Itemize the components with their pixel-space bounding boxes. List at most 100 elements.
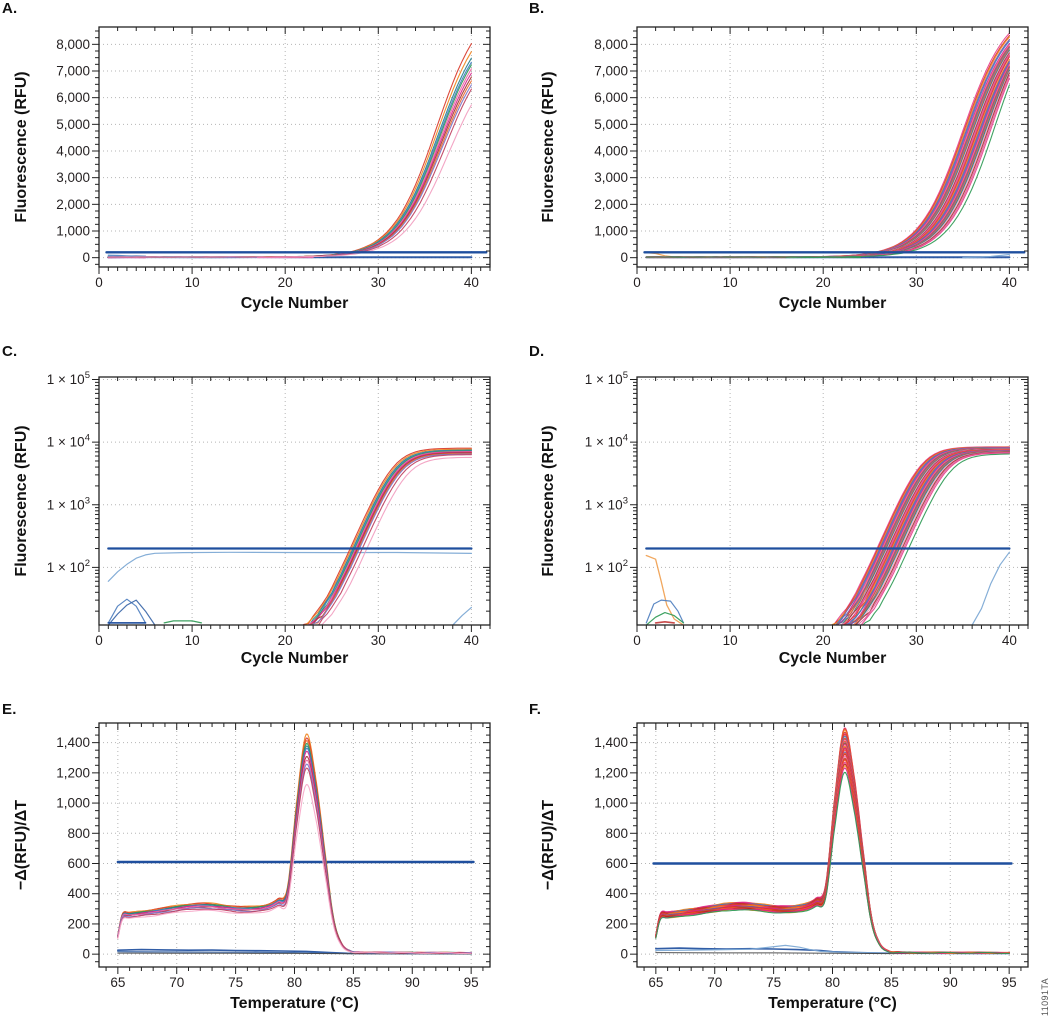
svg-text:1 × 102: 1 × 102 (47, 558, 90, 575)
figure-id-watermark: 11091TA (1040, 978, 1050, 1016)
svg-text:7,000: 7,000 (56, 64, 90, 79)
svg-text:200: 200 (67, 916, 90, 931)
svg-text:7,000: 7,000 (594, 64, 628, 79)
svg-text:0: 0 (82, 947, 90, 962)
svg-text:20: 20 (816, 275, 831, 290)
panel-c: C. 0 10 20 30 40 1 × 102 1 × 103 1 × 104 1 × 105… (0, 330, 527, 670)
svg-text:30: 30 (909, 633, 924, 648)
svg-text:1,400: 1,400 (56, 735, 90, 750)
svg-text:1 × 104: 1 × 104 (47, 433, 90, 450)
svg-text:400: 400 (605, 886, 628, 901)
panel-b-chart: 0 10 20 30 40 0 1,000 2,000 3,000 4,000 5,000 6,000… (540, 26, 1029, 312)
svg-text:75: 75 (766, 975, 781, 990)
svg-text:1 × 102: 1 × 102 (585, 558, 628, 575)
svg-text:40: 40 (1002, 633, 1017, 648)
svg-text:65: 65 (110, 975, 125, 990)
svg-text:80: 80 (287, 975, 302, 990)
svg-text:1 × 104: 1 × 104 (585, 433, 628, 450)
svg-text:Fluorescence (RFU): Fluorescence (RFU) (13, 425, 30, 576)
svg-text:40: 40 (464, 275, 479, 290)
svg-text:0: 0 (620, 947, 628, 962)
svg-text:5,000: 5,000 (594, 117, 628, 132)
panel-e: E. 65 70 75 80 85 90 95 0 200 400 600 800 1,000 1,200… (0, 670, 527, 1022)
svg-text:200: 200 (605, 916, 628, 931)
svg-text:0: 0 (633, 275, 641, 290)
svg-text:Fluorescence (RFU): Fluorescence (RFU) (13, 71, 30, 222)
panel-d-label: D. (529, 343, 545, 360)
svg-text:1 × 105: 1 × 105 (47, 370, 90, 387)
svg-text:30: 30 (371, 275, 386, 290)
svg-text:400: 400 (67, 886, 90, 901)
panel-c-chart: 0 10 20 30 40 1 × 102 1 × 103 1 × 104 1 × 105 Cyc… (13, 370, 491, 667)
panel-e-chart: 65 70 75 80 85 90 95 0 200 400 600 800 1,000 1,200 1,4… (13, 722, 491, 1012)
svg-text:600: 600 (67, 856, 90, 871)
svg-text:800: 800 (67, 826, 90, 841)
svg-text:0: 0 (633, 633, 641, 648)
svg-text:1 × 103: 1 × 103 (47, 495, 90, 512)
svg-text:1,000: 1,000 (594, 796, 628, 811)
svg-text:10: 10 (723, 633, 738, 648)
panel-b-label: B. (529, 0, 545, 17)
svg-text:85: 85 (884, 975, 899, 990)
svg-text:20: 20 (816, 633, 831, 648)
svg-text:Cycle Number: Cycle Number (241, 650, 349, 667)
svg-text:20: 20 (278, 633, 293, 648)
svg-text:−Δ(RFU)/ΔT: −Δ(RFU)/ΔT (540, 800, 557, 890)
svg-text:95: 95 (464, 975, 479, 990)
svg-text:8,000: 8,000 (56, 37, 90, 52)
svg-text:1,000: 1,000 (56, 224, 90, 239)
panel-d: D. 0 10 20 30 40 1 × 102 1 × 103 1 × 104 1 × 105… (527, 330, 1054, 670)
svg-text:0: 0 (95, 633, 103, 648)
svg-text:600: 600 (605, 856, 628, 871)
svg-text:65: 65 (648, 975, 663, 990)
svg-text:4,000: 4,000 (594, 144, 628, 159)
svg-text:800: 800 (605, 826, 628, 841)
svg-text:90: 90 (405, 975, 420, 990)
svg-text:Cycle Number: Cycle Number (779, 295, 887, 312)
panel-f-chart: 65 70 75 80 85 90 95 0 200 400 600 800 1,000 1,200 1,4… (540, 722, 1029, 1012)
svg-text:1,400: 1,400 (594, 735, 628, 750)
svg-text:90: 90 (943, 975, 958, 990)
panel-a-chart: 0 10 20 30 40 0 1,000 2,000 3,000 4,000 5,000 6,000… (13, 26, 491, 312)
svg-text:85: 85 (346, 975, 361, 990)
svg-text:−Δ(RFU)/ΔT: −Δ(RFU)/ΔT (13, 800, 30, 890)
panel-a-label: A. (2, 0, 18, 17)
svg-text:6,000: 6,000 (594, 90, 628, 105)
svg-text:75: 75 (228, 975, 243, 990)
svg-text:0: 0 (620, 250, 628, 265)
svg-text:30: 30 (909, 275, 924, 290)
panel-d-chart: 0 10 20 30 40 1 × 102 1 × 103 1 × 104 1 × 105 Cyc… (540, 370, 1029, 667)
svg-text:10: 10 (723, 275, 738, 290)
svg-text:6,000: 6,000 (56, 90, 90, 105)
svg-text:1,000: 1,000 (594, 224, 628, 239)
svg-text:20: 20 (278, 275, 293, 290)
svg-text:10: 10 (185, 633, 200, 648)
svg-text:2,000: 2,000 (56, 197, 90, 212)
svg-text:1 × 103: 1 × 103 (585, 495, 628, 512)
svg-text:70: 70 (169, 975, 184, 990)
svg-text:5,000: 5,000 (56, 117, 90, 132)
svg-text:3,000: 3,000 (56, 170, 90, 185)
svg-text:Temperature (°C): Temperature (°C) (230, 995, 359, 1012)
panel-c-label: C. (2, 343, 18, 360)
svg-text:2,000: 2,000 (594, 197, 628, 212)
svg-text:Fluorescence (RFU): Fluorescence (RFU) (540, 71, 557, 222)
svg-text:95: 95 (1002, 975, 1017, 990)
panel-a: A. 0 10 20 30 40 0 1,000 2,000 3,000 4,000 5,000 6,… (0, 0, 527, 330)
svg-text:30: 30 (371, 633, 386, 648)
svg-text:Fluorescence (RFU): Fluorescence (RFU) (540, 425, 557, 576)
svg-text:1,200: 1,200 (56, 765, 90, 780)
svg-text:80: 80 (825, 975, 840, 990)
svg-text:40: 40 (1002, 275, 1017, 290)
svg-text:3,000: 3,000 (594, 170, 628, 185)
svg-text:8,000: 8,000 (594, 37, 628, 52)
svg-text:1,000: 1,000 (56, 796, 90, 811)
svg-text:40: 40 (464, 633, 479, 648)
svg-text:0: 0 (95, 275, 103, 290)
panel-f-label: F. (529, 701, 542, 718)
svg-text:Cycle Number: Cycle Number (779, 650, 887, 667)
svg-text:4,000: 4,000 (56, 144, 90, 159)
svg-text:0: 0 (82, 250, 90, 265)
svg-text:Temperature (°C): Temperature (°C) (768, 995, 897, 1012)
